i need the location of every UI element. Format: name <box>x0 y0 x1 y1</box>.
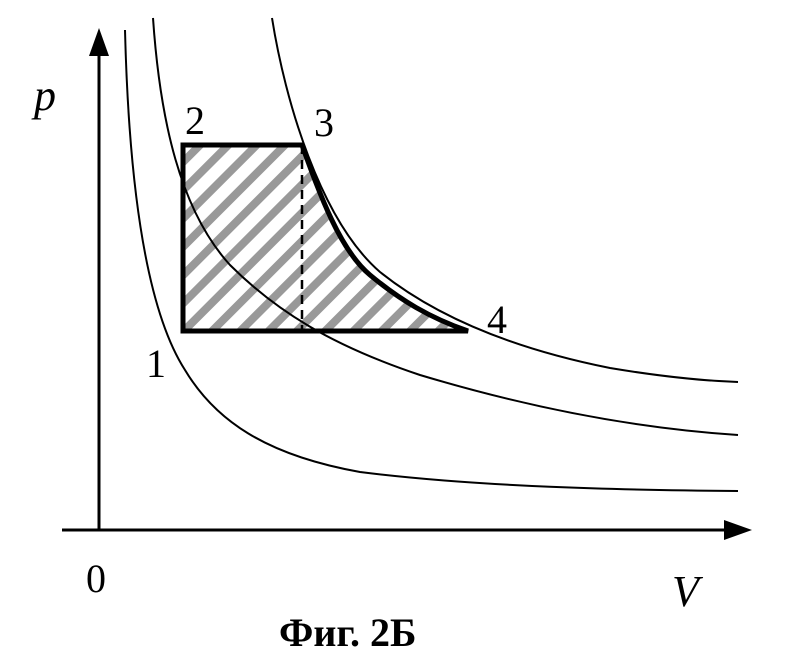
point-label-1: 1 <box>146 341 166 386</box>
x-axis-arrow-icon <box>724 520 752 540</box>
x-axis-label: V <box>672 567 704 616</box>
point-label-3: 3 <box>314 100 334 145</box>
figure-caption: Фиг. 2Б <box>279 610 417 655</box>
point-label-4: 4 <box>487 297 507 342</box>
curve-upper <box>271 17 739 383</box>
cycle-outline <box>180 142 469 334</box>
curve-lower <box>124 29 739 492</box>
cycle-shaded-area <box>183 145 468 331</box>
origin-label: 0 <box>86 556 106 601</box>
y-axis-arrow-icon <box>89 28 109 56</box>
point-label-2: 2 <box>185 98 205 143</box>
y-axis-label: p <box>31 71 56 120</box>
